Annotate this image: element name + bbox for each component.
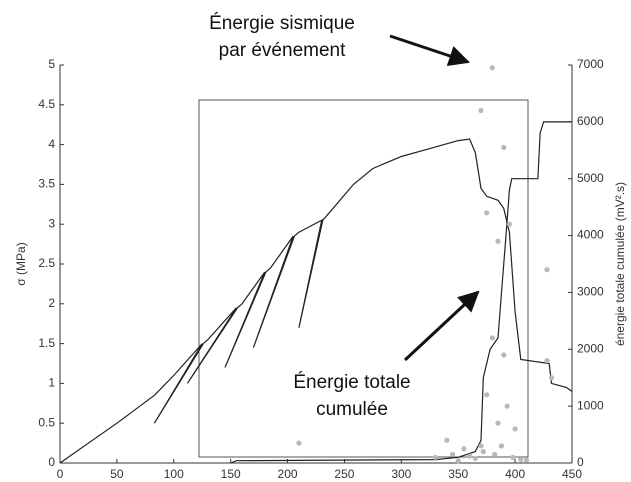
y2-tick-label: 6000 [577,114,604,128]
y-tick-label: 2 [48,296,55,310]
arrow [403,290,480,362]
event-point [544,267,550,273]
y2-tick-label: 3000 [577,285,604,299]
y-tick-label: 5 [48,57,55,71]
event-point [296,440,302,446]
y-tick-label: 3 [48,216,55,230]
y-axis-label: σ (MPa) [14,242,28,285]
event-point [495,238,501,244]
event-point [461,446,467,452]
event-point [449,451,456,458]
x-tick-label: 50 [110,467,124,481]
y-tick-label: 1.5 [38,336,55,350]
event-point [432,454,439,460]
event-point [523,457,530,463]
x-tick-label: 150 [221,467,241,481]
event-point [548,375,555,381]
x-tick-label: 450 [562,467,582,481]
y-tick-label: 4.5 [38,97,55,111]
event-point [484,392,490,398]
y2-tick-label: 7000 [577,57,604,71]
event-point [484,210,490,216]
inset-box [198,99,529,458]
event-point [504,403,510,409]
event-point [495,420,501,426]
annotation: Énergie sismique [209,13,355,34]
x-tick-label: 250 [334,467,354,481]
y2-axis-label: énergie totale cumulée (mV².s) [613,182,627,346]
x-tick-label: 0 [57,467,64,481]
event-point [498,443,505,449]
event-point [455,458,461,464]
event-point [512,426,518,432]
y-tick-label: 3.5 [38,177,55,191]
data-line [230,121,572,464]
y2-tick-label: 1000 [577,398,604,412]
data-line [59,138,573,464]
event-point [478,107,484,114]
event-point [501,352,507,358]
event-point [478,443,484,449]
x-tick-label: 350 [448,467,468,481]
annotation: par événement [219,40,346,61]
y2-tick-label: 5000 [577,171,604,185]
x-tick-label: 300 [391,467,411,481]
annotation: Énergie totale [293,372,410,393]
x-tick-label: 100 [164,467,184,481]
y-tick-label: 0 [48,455,55,469]
event-point [510,454,516,460]
y2-tick-label: 0 [577,455,584,469]
y-tick-label: 1 [48,376,55,390]
event-point [489,65,495,71]
y-tick-label: 2.5 [38,256,55,270]
event-point [501,144,507,151]
y-tick-label: 4 [48,137,55,151]
y2-tick-label: 2000 [577,341,604,355]
event-point [444,437,450,443]
event-point [467,453,473,459]
y2-tick-label: 4000 [577,228,604,242]
event-point [480,449,486,455]
x-tick-label: 200 [278,467,298,481]
event-point [544,358,550,364]
event-point [472,455,478,462]
event-point [492,451,498,458]
annotation: cumulée [316,399,388,420]
x-tick-label: 400 [505,467,525,481]
event-point [518,456,524,463]
y-tick-label: 0.5 [38,415,55,429]
arrow [389,34,470,66]
event-point [489,335,495,341]
event-point [506,221,513,227]
